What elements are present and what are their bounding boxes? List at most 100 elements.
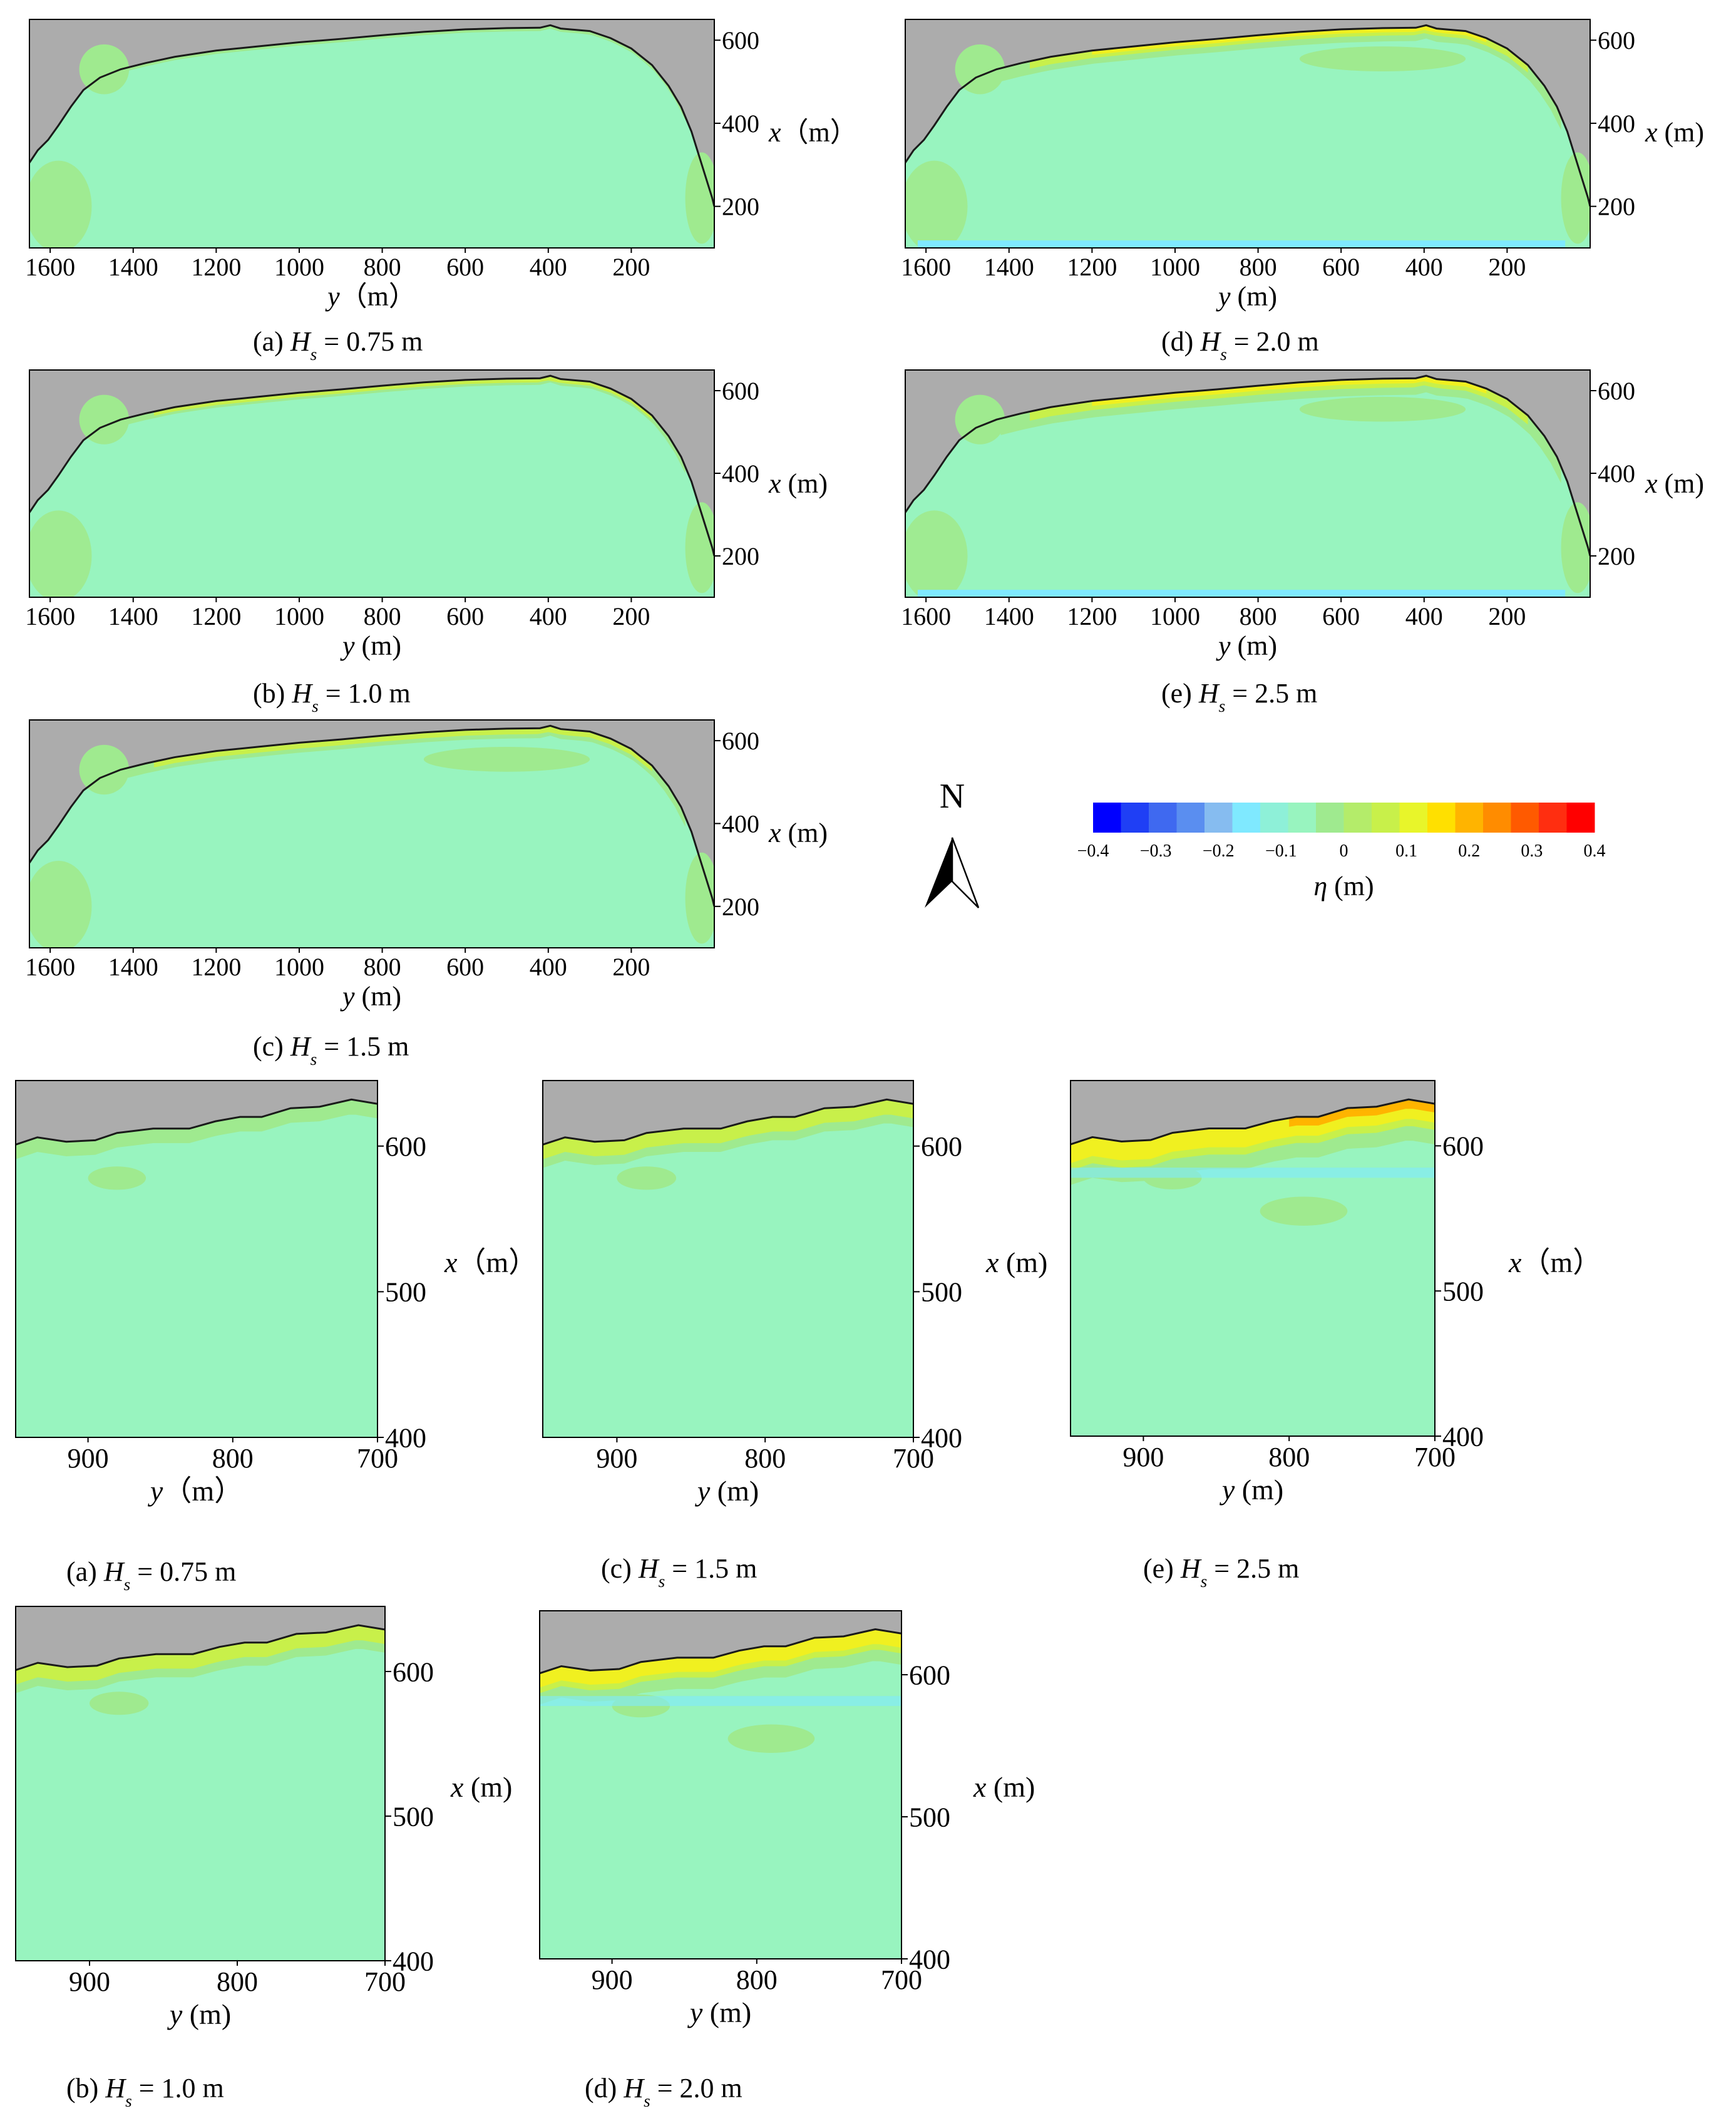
- y-axis-label: x (m): [450, 1771, 512, 1803]
- colorbar-tick-label: 0.1: [1395, 841, 1417, 861]
- x-tick-label: 700: [364, 1966, 406, 1997]
- x-tick-label: 1000: [274, 953, 324, 981]
- x-tick-label: 900: [1122, 1442, 1164, 1472]
- x-axis-label: y (m): [687, 1996, 751, 2028]
- x-tick-label: 900: [69, 1966, 110, 1997]
- x-tick-label: 1000: [1150, 602, 1200, 630]
- x-tick-label: 800: [217, 1966, 258, 1997]
- setup-band-outer: [125, 25, 686, 120]
- plot-frame: [905, 369, 1591, 598]
- x-axis-label: y (m): [340, 981, 401, 1012]
- chart-panel-basin-d: 1600 1400 1200 1000 800 600 400 200 200 400 600 y (…: [901, 19, 1704, 364]
- colorbar-swatch: [1343, 803, 1372, 833]
- x-axis-label: y (m): [340, 630, 401, 661]
- x-tick-label: 400: [530, 602, 567, 630]
- y-tick-label: 200: [722, 193, 759, 221]
- interior-patch: [1299, 396, 1466, 422]
- shoreline: [1071, 1098, 1435, 1146]
- x-tick-label: 400: [1405, 253, 1443, 281]
- water-area: [29, 376, 714, 597]
- x-tick-label: 200: [1488, 253, 1526, 281]
- x-tick-label: 600: [446, 253, 484, 281]
- x-tick-label: 700: [1414, 1442, 1456, 1472]
- y-tick-label: 200: [722, 893, 759, 921]
- colorbar-swatch: [1288, 803, 1317, 833]
- plot-frame: [542, 1080, 914, 1438]
- water-area: [29, 726, 714, 948]
- offshore-patch: [88, 1166, 146, 1190]
- y-tick-label: 400: [385, 1422, 426, 1453]
- plot-frame: [15, 1080, 378, 1438]
- x-tick-label: 700: [357, 1443, 398, 1474]
- chart-panel-basin-c: 1600 1400 1200 1000 800 600 400 200 200 400 600 y (…: [25, 719, 828, 1069]
- colorbar-tick-label: −0.1: [1265, 841, 1297, 861]
- shoreline: [16, 1098, 378, 1146]
- north-arrow-left: [925, 838, 952, 908]
- plot-frame: [29, 719, 715, 948]
- plot-frame: [905, 19, 1591, 249]
- x-tick-label: 900: [592, 1964, 633, 1995]
- x-tick-label: 1200: [191, 253, 241, 281]
- interior-patch: [423, 747, 590, 772]
- x-tick-label: 1400: [984, 253, 1034, 281]
- y-tick-label: 200: [722, 542, 759, 570]
- x-tick-label: 700: [881, 1964, 922, 1995]
- y-tick-label: 400: [1442, 1421, 1484, 1452]
- y-tick-label: 600: [909, 1660, 950, 1691]
- colorbar-swatch: [1260, 803, 1288, 833]
- northwest-patch: [79, 394, 130, 444]
- colorbar-swatch: [1121, 803, 1149, 833]
- x-tick-label: 400: [530, 953, 567, 981]
- colorbar-swatch: [1539, 803, 1567, 833]
- y-axis-label: x (m): [985, 1246, 1047, 1278]
- y-tick-label: 500: [1442, 1276, 1484, 1307]
- x-tick-label: 1400: [108, 253, 158, 281]
- x-tick-label: 700: [893, 1443, 934, 1474]
- x-tick-label: 200: [612, 953, 650, 981]
- shoreline: [29, 24, 714, 207]
- x-tick-label: 1200: [1067, 602, 1117, 630]
- colorbar-swatch: [1455, 803, 1484, 833]
- x-tick-label: 1600: [25, 602, 75, 630]
- plot-area: [543, 1081, 913, 1437]
- interior-patch: [1299, 46, 1466, 71]
- y-tick-label: 600: [722, 727, 759, 755]
- offshore-patch-2: [727, 1724, 815, 1753]
- colorbar-label: η (m): [1313, 871, 1374, 901]
- x-tick-label: 1000: [1150, 253, 1200, 281]
- trough-strip: [1071, 1168, 1435, 1178]
- colorbar-swatch: [1204, 803, 1233, 833]
- y-tick-label: 500: [385, 1277, 426, 1308]
- northwest-patch: [79, 44, 130, 95]
- colorbar-swatch: [1427, 803, 1456, 833]
- colorbar-swatch: [1093, 803, 1121, 833]
- y-tick-label: 500: [393, 1801, 434, 1832]
- x-tick-label: 200: [612, 602, 650, 630]
- y-tick-label: 600: [921, 1131, 962, 1162]
- x-axis-label: y (m): [695, 1475, 759, 1507]
- x-tick-label: 900: [68, 1443, 109, 1474]
- northwest-patch: [79, 744, 130, 795]
- west-corner-patch: [29, 861, 92, 948]
- y-axis-label: x (m): [1645, 117, 1704, 148]
- northwest-patch: [955, 44, 1005, 95]
- y-tick-label: 400: [1598, 110, 1635, 138]
- north-label: N: [940, 777, 965, 816]
- y-tick-label: 400: [722, 809, 759, 838]
- west-corner-patch: [29, 160, 92, 248]
- plot-frame: [15, 1606, 386, 1961]
- plot-area: [1071, 1081, 1435, 1436]
- plot-area: [29, 720, 714, 948]
- x-axis-label: y (m): [1216, 281, 1277, 312]
- colorbar-swatch: [1566, 803, 1595, 833]
- plot-frame: [539, 1610, 902, 1959]
- x-tick-label: 1400: [108, 602, 158, 630]
- colorbar: −0.4 −0.3 −0.2 −0.1 0 0.1 0.2 0.3 0.4 η (m): [1077, 803, 1606, 901]
- x-tick-label: 1600: [25, 253, 75, 281]
- offshore-patch: [617, 1166, 677, 1190]
- east-corner-patch: [685, 152, 714, 244]
- panel-caption: (d) Hs = 2.0 m: [585, 2073, 742, 2110]
- water-area: [905, 376, 1590, 597]
